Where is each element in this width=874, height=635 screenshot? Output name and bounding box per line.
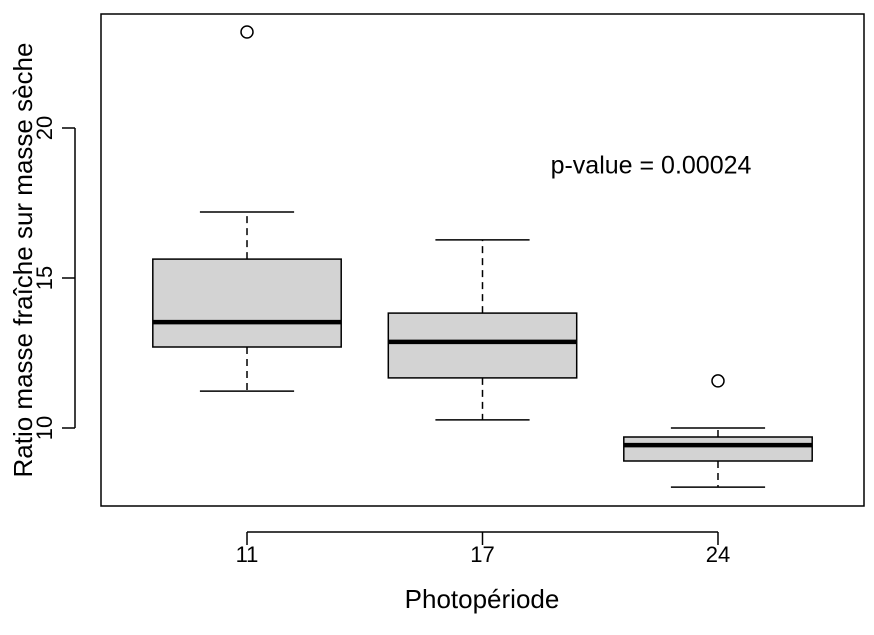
x-tick-label: 24: [706, 542, 730, 567]
box: [152, 258, 342, 348]
annotation: p-value = 0.00024: [551, 152, 752, 180]
y-tick-label: 20: [32, 116, 57, 140]
plot-frame: [100, 13, 865, 507]
y-tick-label: 10: [32, 416, 57, 440]
box: [623, 436, 813, 462]
x-tick-label: 17: [470, 542, 494, 567]
x-tick-label: 11: [236, 542, 259, 567]
outlier: [711, 374, 725, 388]
outlier: [240, 25, 254, 39]
y-tick-label: 15: [32, 266, 57, 290]
box: [387, 312, 578, 379]
y-axis-title: Ratio masse fraîche sur masse sèche: [8, 43, 38, 478]
x-axis-title: Photopériode: [405, 584, 560, 614]
